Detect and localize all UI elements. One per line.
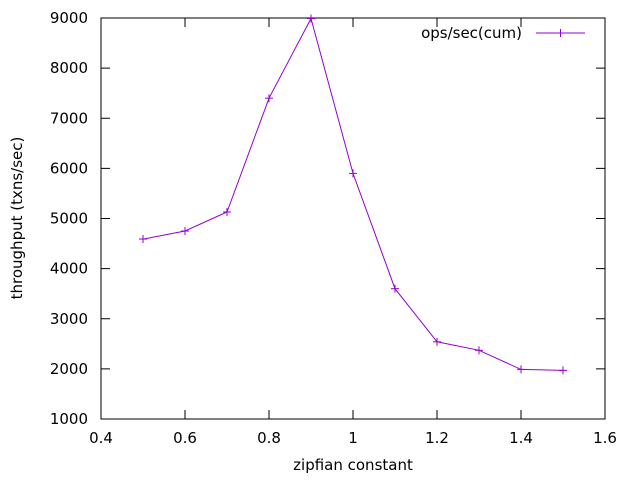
plot-frame: [100, 17, 606, 420]
y-tick-label: 3000: [50, 310, 88, 328]
data-point: [475, 346, 483, 355]
data-point: [559, 366, 567, 375]
data-point: [349, 169, 357, 178]
data-point: [433, 337, 441, 346]
y-tick-label: 5000: [50, 210, 88, 228]
y-tick-label: 9000: [50, 9, 88, 27]
y-axis-label: throughput (txns/sec): [8, 137, 26, 300]
x-axis-label: zipfian constant: [293, 456, 413, 474]
data-point: [307, 14, 315, 23]
series-line: [142, 17, 564, 371]
legend-line-sample: [536, 29, 585, 37]
legend: ops/sec(cum): [421, 24, 585, 42]
legend-label-ops-sec: ops/sec(cum): [421, 24, 522, 42]
tick-marks: [100, 17, 606, 420]
data-point: [181, 227, 189, 236]
x-tick-label: 1.2: [425, 429, 449, 447]
x-tick-label: 0.4: [89, 429, 113, 447]
data-point: [139, 235, 147, 244]
y-tick-labels: 1000 2000 3000 4000 5000 6000 7000 8000 9000: [50, 9, 88, 428]
data-point: [517, 365, 525, 374]
series-ops-sec: [139, 14, 567, 375]
y-tick-label: 4000: [50, 260, 88, 278]
x-tick-label: 1.4: [509, 429, 533, 447]
x-tick-label: 0.8: [257, 429, 281, 447]
x-tick-label: 1.6: [593, 429, 617, 447]
x-tick-label: 0.6: [173, 429, 197, 447]
data-point: [391, 284, 399, 293]
data-point: [223, 207, 231, 216]
x-tick-label: 1: [348, 429, 358, 447]
y-tick-label: 7000: [50, 109, 88, 127]
y-tick-label: 8000: [50, 59, 88, 77]
data-point: [265, 94, 273, 103]
y-tick-label: 6000: [50, 159, 88, 177]
y-tick-label: 1000: [50, 410, 88, 428]
y-tick-label: 2000: [50, 360, 88, 378]
x-tick-labels: 0.4 0.6 0.8 1 1.2 1.4 1.6: [89, 429, 617, 447]
